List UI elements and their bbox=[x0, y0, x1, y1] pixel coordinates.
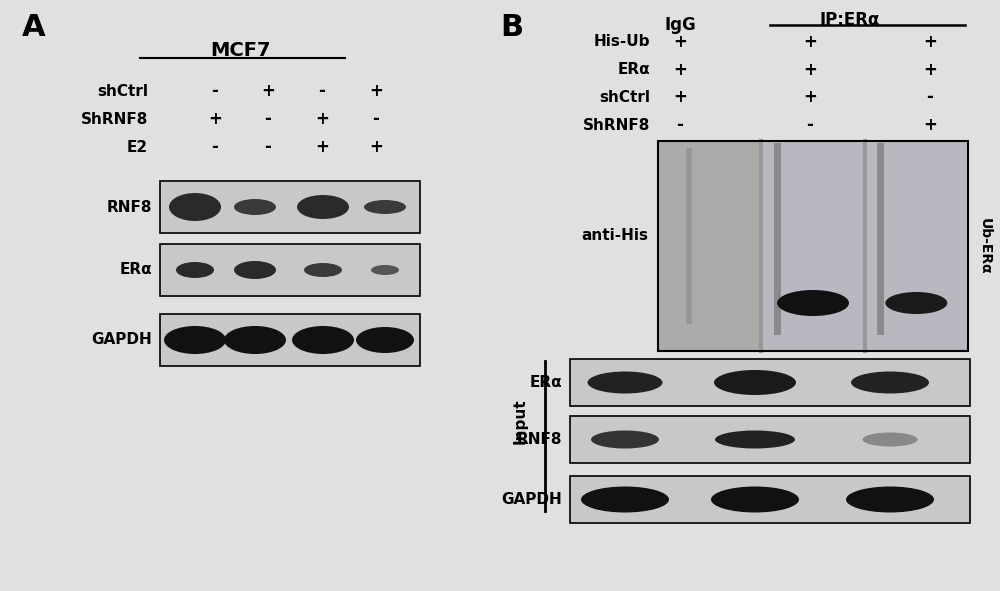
Text: -: - bbox=[212, 82, 218, 100]
Text: +: + bbox=[369, 82, 383, 100]
Ellipse shape bbox=[364, 200, 406, 214]
Text: -: - bbox=[807, 116, 813, 134]
Ellipse shape bbox=[304, 263, 342, 277]
Bar bbox=[570, 476, 970, 523]
Bar bbox=[570, 416, 970, 463]
Ellipse shape bbox=[885, 292, 947, 314]
Text: +: + bbox=[673, 88, 687, 106]
Text: +: + bbox=[923, 116, 937, 134]
Text: MCF7: MCF7 bbox=[210, 41, 270, 60]
Ellipse shape bbox=[591, 430, 659, 449]
Text: +: + bbox=[803, 88, 817, 106]
Bar bbox=[658, 141, 761, 351]
Ellipse shape bbox=[581, 486, 669, 512]
Text: -: - bbox=[373, 110, 379, 128]
Text: +: + bbox=[261, 82, 275, 100]
Bar bbox=[658, 141, 968, 351]
Bar bbox=[570, 359, 970, 406]
Text: anti-His: anti-His bbox=[581, 228, 648, 243]
Ellipse shape bbox=[234, 261, 276, 279]
Text: +: + bbox=[673, 61, 687, 79]
Text: ERα: ERα bbox=[529, 375, 562, 390]
Ellipse shape bbox=[356, 327, 414, 353]
Ellipse shape bbox=[714, 370, 796, 395]
Text: ShRNF8: ShRNF8 bbox=[81, 112, 148, 126]
Ellipse shape bbox=[292, 326, 354, 354]
Text: IgG: IgG bbox=[664, 16, 696, 34]
Ellipse shape bbox=[164, 326, 226, 354]
Bar bbox=[865, 141, 968, 351]
Ellipse shape bbox=[176, 262, 214, 278]
Text: -: - bbox=[319, 82, 325, 100]
Text: His-Ub: His-Ub bbox=[594, 34, 650, 50]
Text: RNF8: RNF8 bbox=[106, 200, 152, 215]
Text: ERα: ERα bbox=[617, 63, 650, 77]
Text: +: + bbox=[923, 61, 937, 79]
Text: -: - bbox=[677, 116, 683, 134]
Ellipse shape bbox=[224, 326, 286, 354]
Text: -: - bbox=[212, 138, 218, 156]
Text: E2: E2 bbox=[127, 139, 148, 154]
Text: shCtrl: shCtrl bbox=[97, 83, 148, 99]
Bar bbox=[160, 244, 420, 296]
Text: -: - bbox=[265, 138, 271, 156]
Text: +: + bbox=[673, 33, 687, 51]
Bar bbox=[160, 314, 420, 366]
Ellipse shape bbox=[169, 193, 221, 221]
Text: Ub-ERα: Ub-ERα bbox=[978, 217, 992, 274]
Text: +: + bbox=[315, 110, 329, 128]
Ellipse shape bbox=[297, 195, 349, 219]
Text: +: + bbox=[208, 110, 222, 128]
Ellipse shape bbox=[588, 372, 662, 394]
Ellipse shape bbox=[715, 430, 795, 449]
Text: +: + bbox=[803, 33, 817, 51]
Text: -: - bbox=[927, 88, 933, 106]
Text: -: - bbox=[265, 110, 271, 128]
Ellipse shape bbox=[711, 486, 799, 512]
Text: B: B bbox=[500, 13, 523, 42]
Bar bbox=[761, 141, 865, 351]
Text: GAPDH: GAPDH bbox=[91, 333, 152, 348]
Text: +: + bbox=[923, 33, 937, 51]
Ellipse shape bbox=[846, 486, 934, 512]
Text: IP:ERα: IP:ERα bbox=[820, 11, 880, 29]
Text: Input: Input bbox=[512, 398, 528, 444]
Text: +: + bbox=[315, 138, 329, 156]
Ellipse shape bbox=[851, 372, 929, 394]
Text: ShRNF8: ShRNF8 bbox=[583, 118, 650, 132]
Text: A: A bbox=[22, 13, 46, 42]
Text: shCtrl: shCtrl bbox=[599, 89, 650, 105]
Ellipse shape bbox=[371, 265, 399, 275]
Ellipse shape bbox=[777, 290, 849, 316]
Text: +: + bbox=[369, 138, 383, 156]
Text: +: + bbox=[803, 61, 817, 79]
Bar bbox=[160, 181, 420, 233]
Ellipse shape bbox=[234, 199, 276, 215]
Text: ERα: ERα bbox=[119, 262, 152, 278]
Ellipse shape bbox=[862, 433, 918, 446]
Text: GAPDH: GAPDH bbox=[501, 492, 562, 507]
Text: RNF8: RNF8 bbox=[516, 432, 562, 447]
